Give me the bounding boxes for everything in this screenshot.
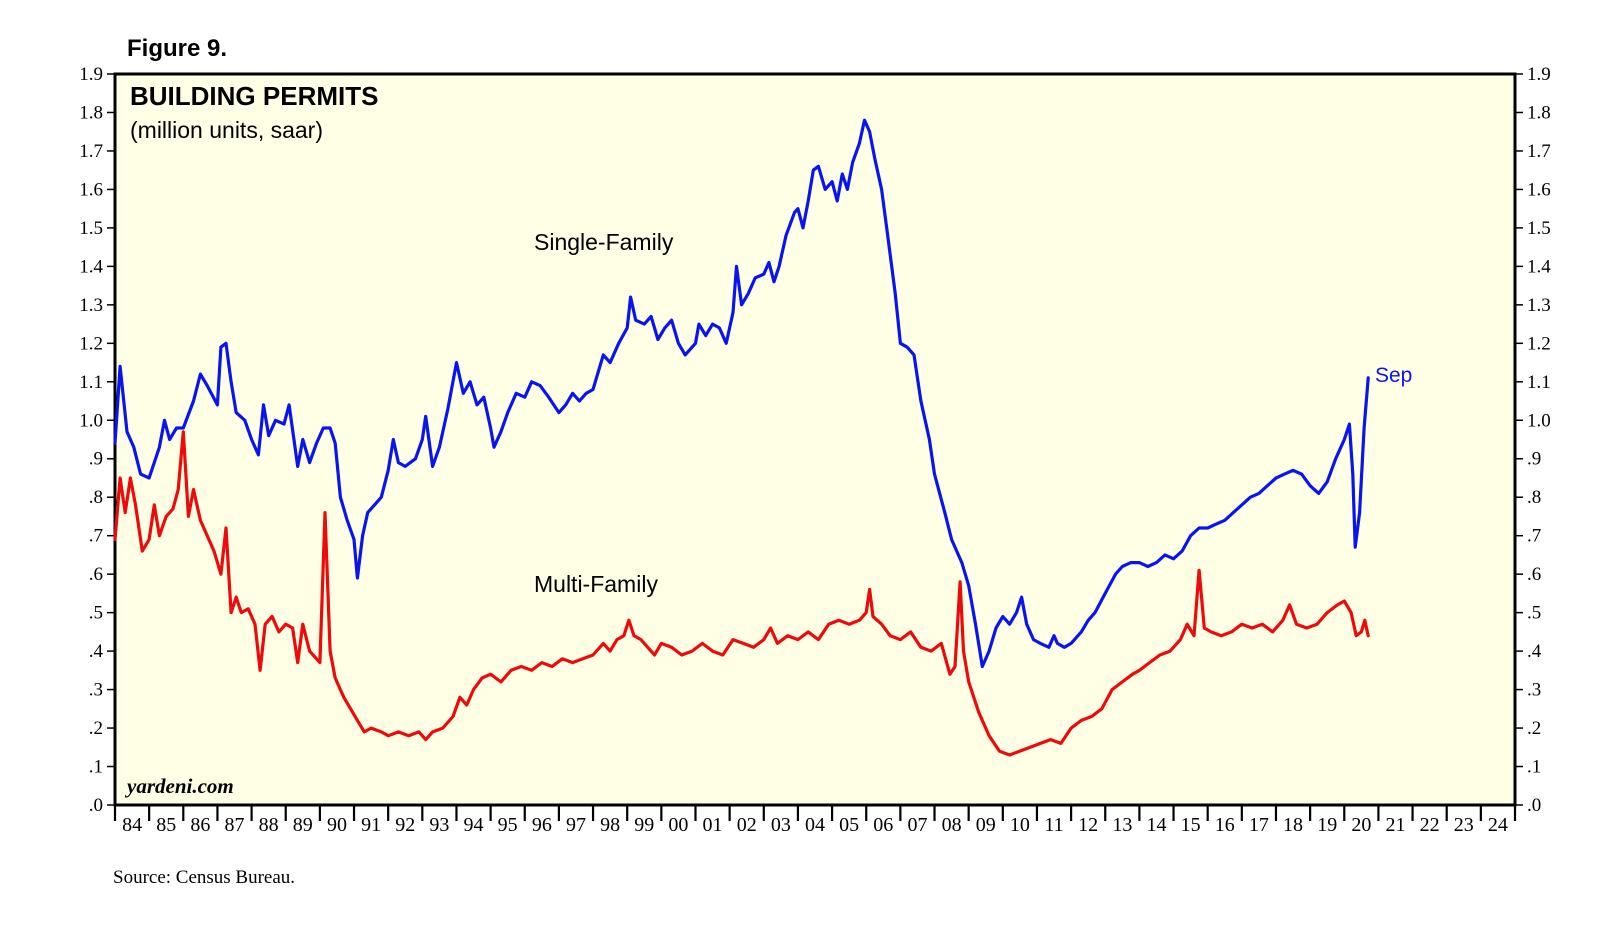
x-tick-label: 21 [1385,814,1405,836]
y-tick-label-right: .9 [1527,449,1541,470]
y-tick-label-right: 1.7 [1527,141,1551,162]
y-tick-label-right: 1.5 [1527,218,1551,239]
series-line-multi-family [113,430,1370,757]
y-tick-label-right: 1.4 [1527,256,1551,277]
x-tick-label: 93 [429,814,449,836]
y-tick-label-left: .6 [89,564,103,585]
x-tick-label: 09 [976,814,996,836]
x-tick-label: 07 [907,814,927,836]
y-tick-label-right: 1.6 [1527,179,1551,200]
x-tick-label: 17 [1249,814,1269,836]
y-tick-label-left: 1.3 [79,295,103,316]
y-tick-label-right: 1.8 [1527,102,1551,123]
x-tick-label: 02 [737,814,757,836]
x-tick-label: 05 [839,814,859,836]
y-tick-label-right: .6 [1527,564,1541,585]
x-tick-label: 15 [1181,814,1201,836]
x-tick-label: 04 [805,814,825,836]
y-axis-right: .0 .1 .2 .3 .4 .5 .6 .7 .8 .9 1.0 1.1 1.2 1.3 1.4 1.5 1.… [1515,64,1551,816]
x-tick-label: 16 [1215,814,1235,836]
x-tick-label: 98 [600,814,620,836]
source-note: Source: Census Bureau. [113,867,295,888]
y-tick-label-left: .9 [89,449,103,470]
y-tick-label-right: 1.3 [1527,295,1551,316]
y-tick-label-left: .8 [89,487,103,508]
x-tick-label: 00 [668,814,688,836]
x-tick-label: 85 [156,814,176,836]
y-tick-label-right: 1.9 [1527,64,1551,85]
x-tick-label: 88 [259,814,279,836]
series-label-multi-family: Multi-Family [534,571,658,597]
x-tick-label: 10 [1010,814,1030,836]
x-tick-label: 91 [361,814,381,836]
watermark: yardeni.com [124,774,234,798]
y-tick-label-right: .2 [1527,718,1541,739]
x-tick-label: 18 [1283,814,1303,836]
x-tick-label: 90 [327,814,347,836]
y-axis-left: .0 .1 .2 .3 .4 .5 .6 .7 .8 .9 1.0 1.1 1.2 1.3 1.4 1.5 1.… [79,64,115,816]
y-tick-label-left: .5 [89,603,103,624]
chart-subtitle: (million units, saar) [130,117,323,143]
y-tick-label-left: 1.5 [79,218,103,239]
y-tick-label-right: .7 [1527,526,1541,547]
y-tick-label-left: .1 [89,757,103,778]
x-tick-label: 23 [1454,814,1474,836]
y-tick-label-right: .1 [1527,757,1541,778]
x-axis: 84 85 86 87 88 89 90 91 92 93 94 95 96 97 98 99 00 01 02 03… [113,805,1517,836]
x-tick-label: 99 [634,814,654,836]
y-tick-label-right: 1.1 [1527,372,1551,393]
x-tick-label: 08 [942,814,962,836]
x-tick-label: 97 [566,814,586,836]
y-tick-label-left: 1.6 [79,179,103,200]
x-tick-label: 95 [498,814,518,836]
series-label-single-family: Single-Family [534,229,674,255]
y-tick-label-right: .0 [1527,795,1541,816]
y-tick-label-left: 1.4 [79,256,103,277]
x-tick-label: 12 [1078,814,1098,836]
y-tick-label-left: .2 [89,718,103,739]
y-tick-label-left: 1.9 [79,64,103,85]
x-tick-label: 86 [190,814,210,836]
plot-area [113,72,1517,807]
chart-title: BUILDING PERMITS [130,81,378,111]
y-tick-label-left: .0 [89,795,103,816]
x-tick-label: 03 [771,814,791,836]
y-tick-label-left: 1.8 [79,102,103,123]
y-tick-label-left: 1.1 [79,372,103,393]
x-tick-label: 14 [1146,814,1166,836]
x-tick-label: 06 [873,814,893,836]
x-tick-label: 11 [1044,814,1063,836]
y-tick-label-left: .3 [89,680,103,701]
y-tick-label-right: .3 [1527,680,1541,701]
series-line-single-family [113,118,1370,669]
x-tick-label: 13 [1112,814,1132,836]
y-tick-label-right: .4 [1527,641,1542,662]
y-tick-label-left: 1.7 [79,141,103,162]
x-tick-label: 87 [225,814,245,836]
x-tick-label: 96 [532,814,552,836]
x-tick-label: 92 [395,814,415,836]
x-tick-label: 24 [1488,814,1508,836]
x-tick-label: 94 [464,814,484,836]
y-tick-label-right: 1.0 [1527,410,1551,431]
y-tick-label-left: .4 [89,641,104,662]
x-tick-label: 01 [703,814,723,836]
y-tick-label-left: 1.2 [79,333,103,354]
y-tick-label-right: .5 [1527,603,1541,624]
y-tick-label-right: 1.2 [1527,333,1551,354]
x-tick-label: 84 [122,814,142,836]
x-tick-label: 20 [1351,814,1371,836]
x-tick-label: 22 [1420,814,1440,836]
y-tick-label-left: .7 [89,526,103,547]
end-label-sep: Sep [1375,364,1412,387]
y-tick-label-left: 1.0 [79,410,103,431]
x-tick-label: 89 [293,814,313,836]
x-tick-label: 19 [1317,814,1337,836]
figure-label: Figure 9. [127,35,227,62]
y-tick-label-right: .8 [1527,487,1541,508]
